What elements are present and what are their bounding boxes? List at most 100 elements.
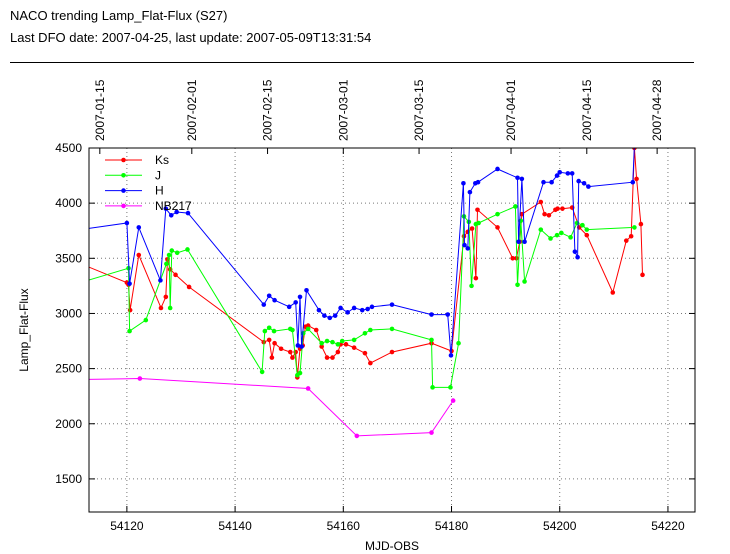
data-point-ks [173,272,178,278]
data-point-j [166,252,172,258]
data-point-ks [634,176,639,182]
series-layer [70,148,645,439]
data-point-j [174,250,180,256]
data-point-nb217 [70,377,75,382]
data-point-h [461,180,466,186]
data-point-ks [473,275,479,281]
y-tick-label: 4000 [55,196,82,210]
data-point-ks [495,225,500,230]
data-point-h [565,171,571,176]
data-point-ks [510,256,515,261]
data-point-j [185,247,190,252]
data-point-ks [560,206,565,211]
data-point-ks [623,238,629,243]
data-point-j [548,236,553,241]
data-point-h [445,312,451,317]
data-point-h [557,169,563,175]
data-point-ks [305,323,311,328]
data-point-j [574,220,580,226]
data-point-j [495,211,500,217]
x-tick-label: 54160 [327,519,361,533]
legend-swatch-marker [121,203,126,209]
data-point-h [297,294,303,300]
data-point-h [174,209,179,215]
data-point-ks [335,349,341,355]
top-date-label: 2007-03-15 [412,79,426,141]
data-point-h [516,239,521,245]
data-point-h [465,246,471,251]
data-point-h [293,300,298,305]
data-point-ks [362,350,368,356]
data-point-j [262,328,268,334]
data-point-j [266,325,272,331]
data-point-h [332,313,338,318]
data-point-j [297,370,303,376]
data-point-ks [158,305,164,311]
data-point-j [559,230,564,236]
data-point-h [327,315,333,321]
data-point-h [581,180,587,186]
data-point-h [299,344,304,349]
data-point-j [167,305,173,311]
data-point-h [345,310,350,315]
data-point-h [467,189,473,195]
data-point-j [632,225,637,230]
data-point-j [476,220,481,226]
data-point-h [495,166,500,172]
data-point-j [330,339,335,345]
x-tick-label: 54220 [651,519,685,533]
data-point-ks [542,211,547,217]
data-point-ks [638,221,644,227]
data-point-j [271,328,277,334]
top-date-label: 2007-02-01 [185,79,199,141]
x-tick-label: 54140 [218,519,252,533]
legend-label: Ks [155,153,169,167]
data-point-j [351,337,357,343]
y-tick-label: 2000 [55,417,82,431]
top-date-label: 2007-04-15 [580,79,594,141]
top-date-label: 2007-04-28 [650,79,664,141]
data-point-h [266,293,272,299]
data-point-ks [640,272,645,278]
data-point-ks [136,252,142,258]
data-point-h [448,353,454,358]
data-point-ks [290,355,295,360]
data-point-h [519,176,525,182]
data-point-h [359,307,365,313]
data-point-ks [351,345,357,350]
data-point-h [365,306,370,312]
axes: 54120 54140 54160 54180 54200 54220 1500 2000 25… [55,79,695,533]
chart-title: NACO trending Lamp_Flat-Flux (S27) [10,8,228,23]
data-point-ks [163,294,169,300]
plot-frame [88,147,696,513]
y-tick-label: 1500 [55,472,82,486]
series-line-ks [89,148,643,378]
data-point-j [259,369,265,375]
data-point-j [368,327,373,333]
data-point-h [272,297,277,303]
x-tick-label: 54120 [110,519,144,533]
data-point-h [575,254,580,260]
header-divider [10,62,694,63]
data-point-j [305,326,311,332]
data-point-j [362,331,368,336]
y-tick-label: 3000 [55,306,82,320]
data-point-j [300,331,306,336]
data-point-h [515,175,520,181]
data-point-j [324,338,330,344]
data-point-nb217 [429,430,434,435]
data-point-h [304,287,309,293]
data-point-ks [287,349,293,355]
data-point-ks [127,307,133,313]
data-point-j [169,248,175,253]
data-point-h [549,179,554,185]
data-point-nb217 [450,398,456,403]
data-point-ks [343,342,349,347]
top-date-label: 2007-03-01 [336,79,350,141]
data-point-h [576,178,581,184]
data-point-h [569,171,575,176]
data-point-h [351,305,357,311]
data-point-h [185,210,191,216]
data-point-j [456,340,461,346]
